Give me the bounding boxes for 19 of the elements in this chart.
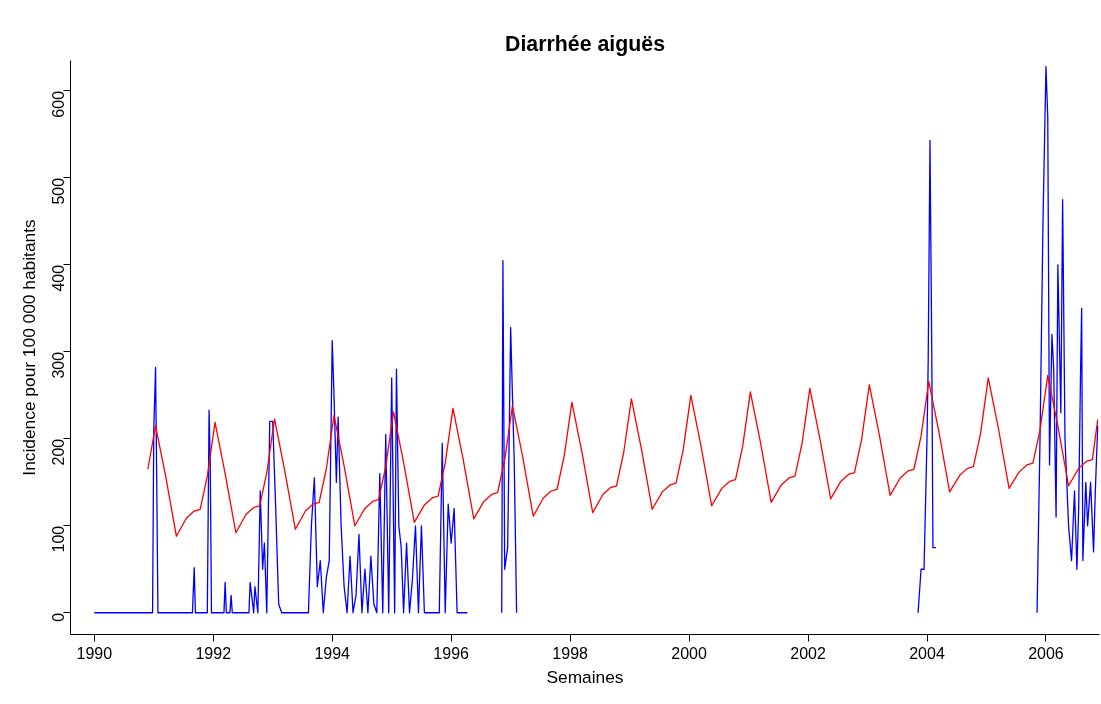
y-tick-label: 400 [50,264,68,292]
x-tick-label: 2002 [790,644,826,662]
y-tick-label: 200 [50,438,68,466]
x-tick-label: 1994 [314,644,351,662]
y-tick-label: 300 [50,351,68,379]
x-tick-label: 1992 [195,644,232,662]
x-tick-label: 2000 [671,644,707,662]
x-tick-label: 2004 [909,644,945,662]
y-tick-label: 100 [50,525,68,553]
x-tick-label: 1996 [433,644,470,662]
x-tick-label: 1990 [76,644,113,662]
y-tick-label: 0 [50,612,68,622]
y-tick-label: 500 [50,177,68,205]
y-tick-label: 600 [50,90,68,118]
y-axis-title: Incidence pour 100 000 habitants [18,219,39,476]
x-axis-title: Semaines [546,666,624,687]
x-tick-label: 1998 [552,644,589,662]
x-tick-label: 2006 [1028,644,1064,662]
chart-title: Diarrhée aiguës [504,31,666,56]
